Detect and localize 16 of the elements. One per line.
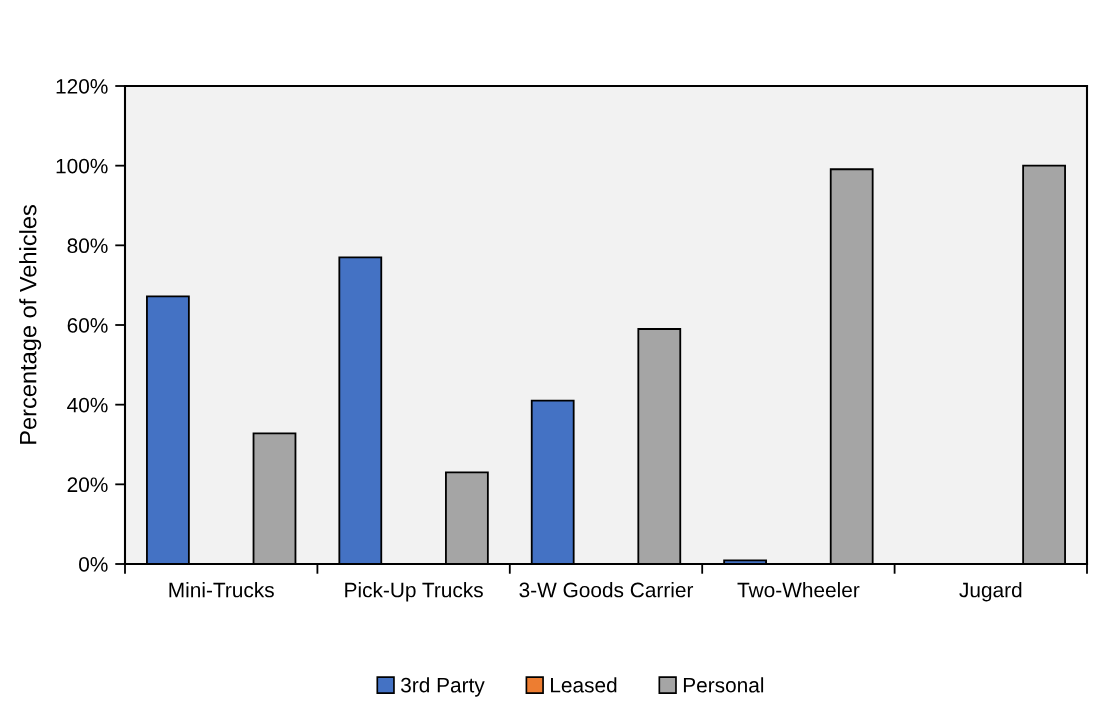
x-tick-label: Mini-Trucks xyxy=(169,582,274,598)
x-tick-label: Pick-Up Trucks xyxy=(345,582,483,602)
x-tick-label: Jugard xyxy=(959,582,1022,602)
y-tick-label: 40% xyxy=(67,397,108,413)
y-tick-label: 0% xyxy=(79,557,108,572)
y-tick-label: 60% xyxy=(67,318,108,333)
x-tick-label: Two-Wheeler xyxy=(737,582,860,598)
y-tick-label: 80% xyxy=(67,238,108,254)
y-tick-label: 100% xyxy=(56,158,108,174)
legend-label: Personal xyxy=(683,677,764,693)
legend-label: Leased xyxy=(551,677,617,693)
y-tick-label: 20% xyxy=(67,477,108,493)
y-axis-title: Percentage of Vehicles xyxy=(19,205,42,444)
x-tick-label: 3-W Goods Carrier xyxy=(519,582,694,598)
legend-label: 3rd Party xyxy=(401,677,485,697)
y-tick-label: 120% xyxy=(56,79,108,94)
